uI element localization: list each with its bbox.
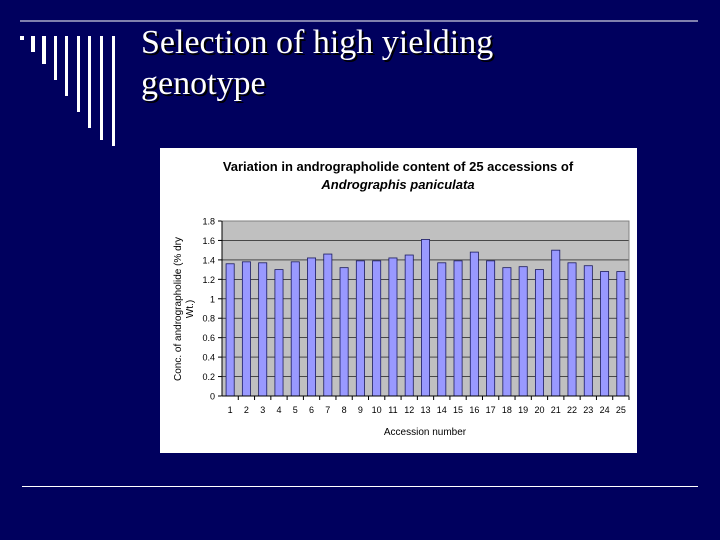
x-tick-label: 7 — [325, 405, 330, 415]
chart-title-line2: Andrographis paniculata — [320, 177, 474, 192]
bar-chart: Variation in andrographolide content of … — [173, 159, 630, 438]
y-axis-label-line2: Wt.) — [185, 300, 196, 318]
x-tick-label: 2 — [244, 405, 249, 415]
bar — [372, 260, 382, 397]
stripe-decoration — [20, 36, 24, 40]
slide-title: Selection of high yielding genotype — [141, 22, 701, 104]
bar — [567, 262, 577, 397]
x-tick-label: 12 — [404, 405, 414, 415]
bar — [241, 261, 251, 397]
y-tick-label: 0.8 — [202, 314, 215, 324]
y-tick-label: 1.4 — [202, 255, 215, 265]
stripe-decoration — [65, 36, 68, 96]
chart-title-line1: Variation in andrographolide content of … — [223, 159, 574, 174]
bar — [307, 257, 317, 397]
chart-panel: Variation in andrographolide content of … — [160, 148, 637, 453]
y-tick-label: 1.8 — [202, 217, 215, 227]
bar — [518, 266, 528, 397]
bar — [225, 263, 235, 397]
bar — [404, 254, 414, 397]
x-tick-label: 20 — [534, 405, 544, 415]
x-tick-label: 16 — [469, 405, 479, 415]
bottom-rule — [22, 486, 698, 487]
x-tick-label: 9 — [358, 405, 363, 415]
x-tick-label: 1 — [228, 405, 233, 415]
vertical-stripes-decoration — [20, 36, 115, 146]
x-tick-label: 22 — [567, 405, 577, 415]
x-tick-label: 6 — [309, 405, 314, 415]
stripe-decoration — [31, 36, 35, 52]
stripe-decoration — [54, 36, 57, 80]
bar — [534, 269, 544, 397]
bar — [486, 260, 496, 397]
stripe-decoration — [112, 36, 115, 146]
x-tick-label: 14 — [437, 405, 447, 415]
bar — [258, 262, 268, 397]
bar — [437, 262, 447, 397]
x-axis-label: Accession number — [384, 427, 467, 438]
y-tick-label: 0 — [210, 392, 215, 402]
bar — [551, 249, 561, 397]
bar — [469, 251, 479, 397]
y-tick-label: 1 — [210, 294, 215, 304]
bar — [323, 253, 333, 397]
slide-title-line1: Selection of high yielding — [141, 24, 494, 61]
x-tick-label: 5 — [293, 405, 298, 415]
x-tick-label: 25 — [616, 405, 626, 415]
stripe-decoration — [77, 36, 80, 112]
bar — [583, 265, 593, 397]
x-tick-label: 4 — [276, 405, 281, 415]
x-tick-label: 24 — [600, 405, 610, 415]
plot-area: 00.20.40.60.811.21.41.61.81 2 3 4 5 6 7 8 9 10 11 1… — [202, 217, 630, 415]
bar — [453, 260, 463, 397]
bar — [355, 260, 365, 397]
y-tick-label: 1.2 — [202, 275, 215, 285]
x-tick-label: 21 — [551, 405, 561, 415]
bar — [421, 239, 430, 397]
bar — [502, 267, 512, 397]
x-tick-label: 13 — [420, 405, 430, 415]
bar — [388, 257, 398, 397]
x-tick-label: 19 — [518, 405, 528, 415]
y-tick-label: 0.6 — [202, 333, 215, 343]
x-tick-label: 15 — [453, 405, 463, 415]
x-tick-label: 8 — [342, 405, 347, 415]
stripe-decoration — [42, 36, 46, 64]
bar — [339, 267, 349, 397]
slide-title-line2: genotype — [141, 65, 266, 102]
stripe-decoration — [100, 36, 103, 140]
bar — [274, 269, 284, 397]
bar — [600, 271, 610, 397]
x-tick-label: 11 — [388, 405, 397, 415]
x-tick-label: 23 — [583, 405, 593, 415]
y-tick-label: 1.6 — [202, 236, 215, 246]
bar — [616, 271, 626, 397]
bar — [290, 261, 300, 397]
stripe-decoration — [88, 36, 91, 128]
y-tick-label: 0.2 — [202, 372, 215, 382]
y-tick-label: 0.4 — [202, 353, 215, 363]
x-tick-label: 18 — [502, 405, 512, 415]
x-tick-label: 3 — [260, 405, 265, 415]
x-tick-label: 10 — [372, 405, 382, 415]
x-tick-label: 17 — [486, 405, 496, 415]
y-axis-label-line1: Conc. of andrographolide (% dry — [173, 237, 184, 381]
